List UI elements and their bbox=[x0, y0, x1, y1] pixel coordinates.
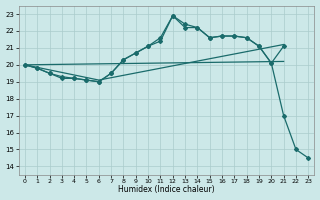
X-axis label: Humidex (Indice chaleur): Humidex (Indice chaleur) bbox=[118, 185, 215, 194]
